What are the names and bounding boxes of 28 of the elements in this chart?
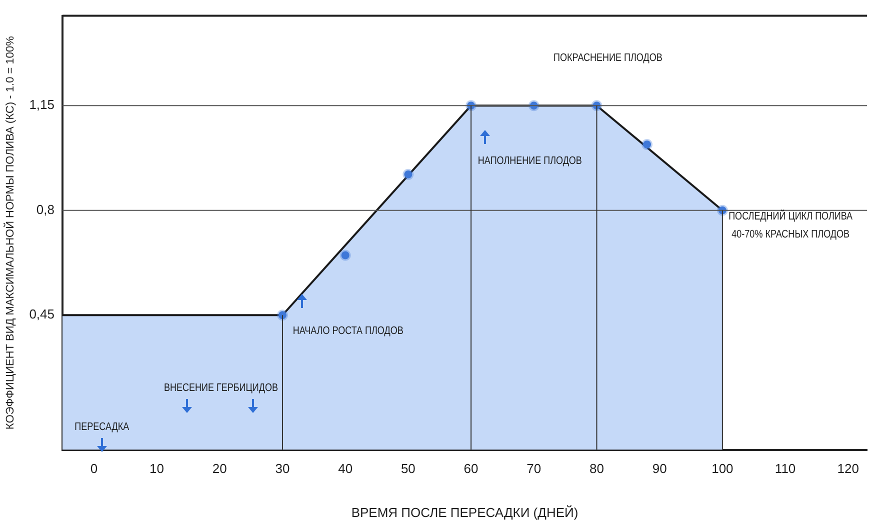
x-tick-label: 100 bbox=[712, 461, 734, 476]
y-axis-title: КОЭФФИЦИЕНТ ВИД МАКСИМАЛЬНОЙ НОРМЫ ПОЛИВА (КС) - 1.0 = 100% bbox=[4, 36, 17, 430]
annotation: ПЕРЕСАДКА bbox=[74, 421, 130, 434]
annotation: НАЧАЛО РОСТА ПЛОДОВ bbox=[292, 325, 404, 338]
point bbox=[276, 310, 288, 321]
x-tick-label: 80 bbox=[590, 461, 604, 476]
x-axis-title: ВРЕМЯ ПОСЛЕ ПЕРЕСАДКИ (ДНЕЙ) bbox=[351, 504, 578, 520]
y-tick-label: 0,45 bbox=[29, 306, 54, 322]
y-tick-label: 1,15 bbox=[29, 97, 54, 112]
annotation: ВНЕСЕНИЕ ГЕРБИЦИДОВ bbox=[164, 382, 278, 394]
x-tick-label: 50 bbox=[400, 461, 416, 476]
x-tick-label: 120 bbox=[837, 461, 859, 476]
x-tick-label: 70 bbox=[526, 461, 542, 476]
x-tick-label: 110 bbox=[774, 461, 796, 476]
point bbox=[642, 139, 653, 150]
point bbox=[402, 168, 414, 180]
x-tick-label: 90 bbox=[652, 461, 667, 476]
point bbox=[340, 250, 351, 261]
annotation: ПОСЛЕДНИЙ ЦИКЛ ПОЛИВА 40-70% КРАСНЫХ ПЛОДОВ bbox=[728, 208, 853, 241]
x-tick-label: 20 bbox=[212, 461, 227, 476]
x-tick-label: 40 bbox=[338, 461, 353, 476]
x-tick-label: 60 bbox=[464, 461, 478, 476]
annotation: ПОКРАСНЕНИЕ ПЛОДОВ bbox=[554, 52, 663, 64]
x-tick-label: 10 bbox=[150, 461, 164, 476]
y-tick-label: 0,8 bbox=[36, 202, 54, 217]
x-tick-label: 0 bbox=[90, 461, 98, 476]
x-tick-label: 30 bbox=[275, 461, 290, 476]
annotation: НАПОЛНЕНИЕ ПЛОДОВ bbox=[478, 155, 582, 168]
